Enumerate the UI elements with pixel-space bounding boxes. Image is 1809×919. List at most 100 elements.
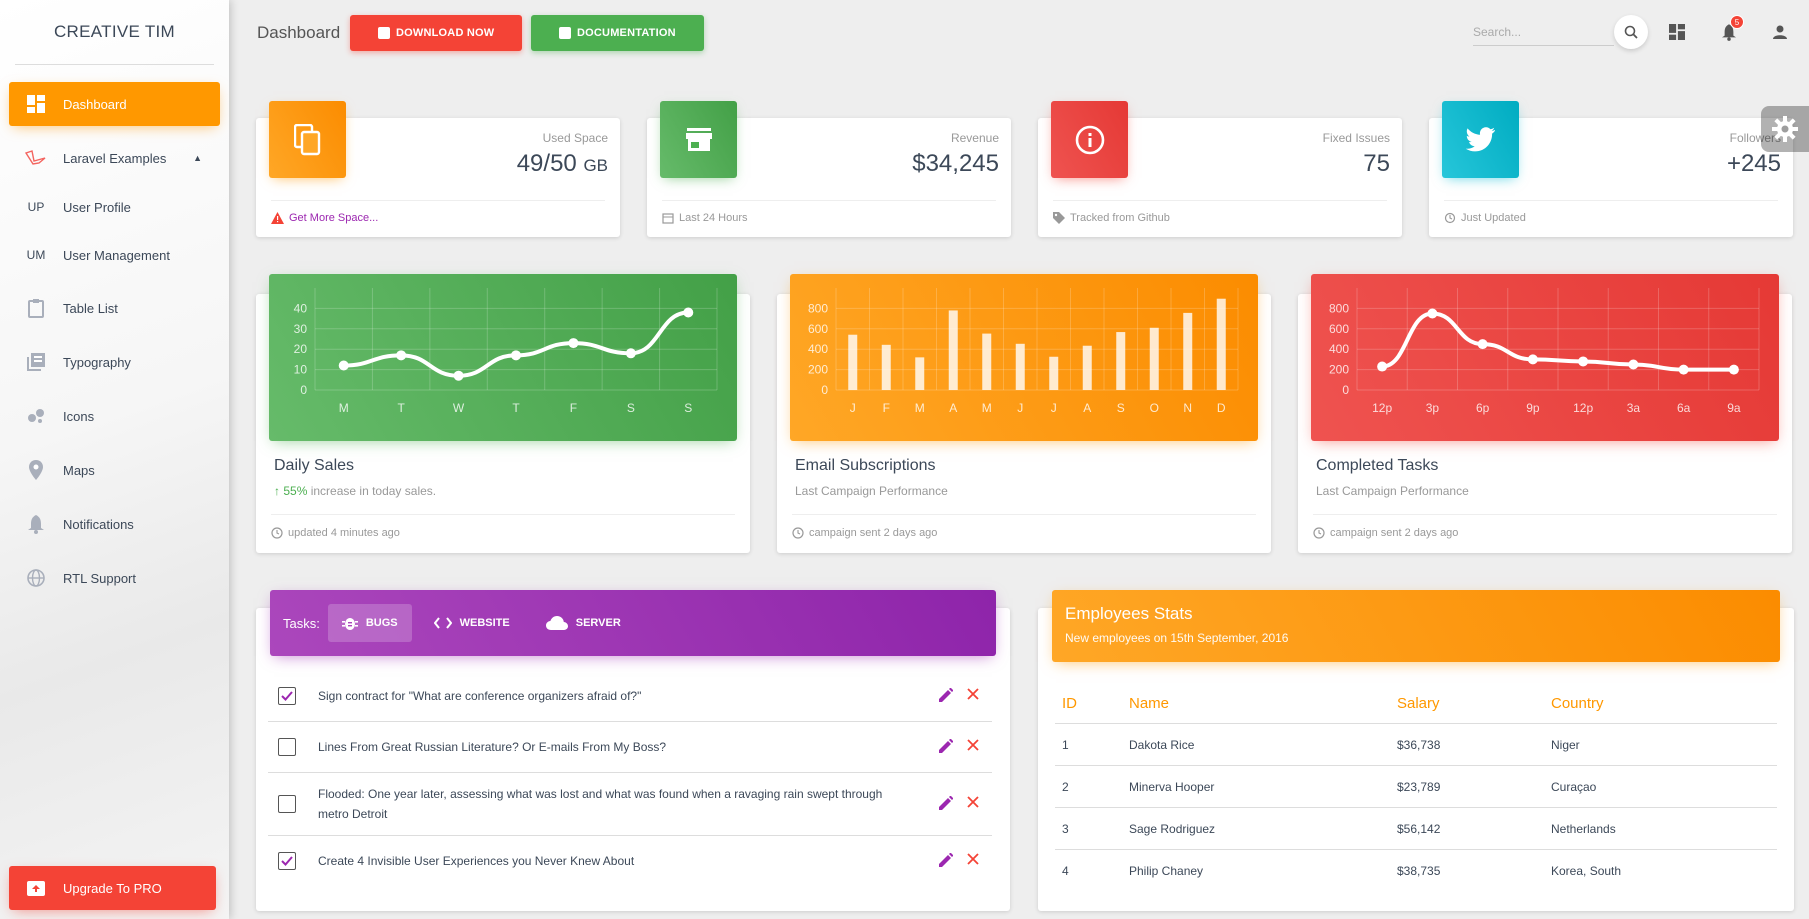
tab-server[interactable]: SERVER xyxy=(532,604,635,642)
edit-icon[interactable] xyxy=(939,852,954,870)
cell-name: Sage Rodriguez xyxy=(1129,821,1216,836)
date-range-icon xyxy=(662,213,674,224)
table-row: 2 Minerva Hooper $23,789 Curaçao xyxy=(1055,766,1777,808)
close-icon[interactable] xyxy=(967,795,979,813)
book-icon xyxy=(559,27,571,39)
y-tick-label: 0 xyxy=(300,383,307,397)
sidebar-item-user-management[interactable]: UM User Management xyxy=(9,238,220,272)
sidebar-item-notifications[interactable]: Notifications xyxy=(9,502,220,546)
tab-label: SERVER xyxy=(575,617,621,629)
sidebar-item-dashboard[interactable]: Dashboard xyxy=(9,82,220,126)
close-icon[interactable] xyxy=(967,687,979,705)
tab-website[interactable]: WEBSITE xyxy=(420,604,524,642)
tasks-header: Tasks: BUGS WEBSITE SERVER xyxy=(270,590,996,656)
dashboard-icon xyxy=(25,95,47,113)
task-text: Lines From Great Russian Literature? Or … xyxy=(318,740,667,754)
sidebar-item-laravel-examples[interactable]: Laravel Examples ▲ xyxy=(9,136,220,180)
y-tick-label: 400 xyxy=(1329,342,1349,356)
edit-icon[interactable] xyxy=(939,687,954,705)
dashboard-toggle-button[interactable] xyxy=(1666,21,1688,43)
task-checkbox-checked[interactable] xyxy=(278,852,296,870)
tab-label: BUGS xyxy=(365,617,398,629)
task-checkbox-unchecked[interactable] xyxy=(278,795,296,813)
close-icon[interactable] xyxy=(967,852,979,870)
documentation-label: DOCUMENTATION xyxy=(577,27,676,39)
data-point xyxy=(1377,361,1388,372)
stat-category: Used Space xyxy=(542,131,608,145)
data-point xyxy=(683,307,694,318)
cell-name: Dakota Rice xyxy=(1129,737,1195,752)
twitter-icon xyxy=(1442,101,1519,178)
y-tick-label: 400 xyxy=(808,342,828,356)
edit-icon[interactable] xyxy=(939,738,954,756)
x-tick-label: M xyxy=(982,401,992,415)
table-row: 1 Dakota Rice $36,738 Niger xyxy=(1055,724,1777,766)
tab-label: WEBSITE xyxy=(459,617,510,629)
employees-stats-card: Employees Stats New employees on 15th Se… xyxy=(1038,590,1794,911)
bar xyxy=(1049,356,1059,390)
clock-icon xyxy=(1313,527,1325,539)
task-text: Create 4 Invisible User Experiences you … xyxy=(318,854,635,868)
search-icon xyxy=(1624,25,1638,39)
sidebar-item-label: Table List xyxy=(63,300,118,316)
task-text: Sign contract for "What are conference o… xyxy=(318,689,642,703)
cell-salary: $38,735 xyxy=(1397,864,1441,878)
notifications-button[interactable]: 5 xyxy=(1718,15,1744,43)
upgrade-to-pro-button[interactable]: Upgrade To PRO xyxy=(9,866,216,910)
page-title[interactable]: Dashboard xyxy=(257,23,341,42)
chart-subtitle: Last Campaign Performance xyxy=(1316,484,1469,498)
x-tick-label: A xyxy=(1083,401,1091,415)
get-more-space-link[interactable]: Get More Space... xyxy=(289,212,379,224)
completed-tasks-line-chart: 0 200 400 600 800 12p 3p 6p 9p 12p 3a 6a 9a xyxy=(1329,288,1760,415)
series-line xyxy=(343,310,689,378)
documentation-button[interactable]: DOCUMENTATION xyxy=(531,15,704,51)
employees-subtitle: New employees on 15th September, 2016 xyxy=(1065,631,1289,645)
close-icon[interactable] xyxy=(967,738,979,756)
sidebar-item-rtl-support[interactable]: RTL Support xyxy=(9,556,220,600)
sidebar-item-maps[interactable]: Maps xyxy=(9,448,220,492)
sidebar-item-icons[interactable]: Icons xyxy=(9,394,220,438)
chart-card-daily-sales: 0 10 20 30 40 M T W T F S S Daily Sales ↑ 55% incre… xyxy=(256,274,750,553)
code-icon xyxy=(433,617,452,629)
stat-footer-text: Last 24 Hours xyxy=(679,212,748,224)
chart-footer: updated 4 minutes ago xyxy=(271,514,735,539)
stat-value: 49/50 GB xyxy=(516,150,608,177)
sidebar-item-user-profile[interactable]: UP User Profile xyxy=(9,190,220,224)
increase-percent: 55% xyxy=(283,484,308,498)
y-tick-label: 10 xyxy=(294,363,308,377)
download-label: DOWNLOAD NOW xyxy=(396,27,495,39)
user-menu-button[interactable] xyxy=(1769,21,1791,43)
download-now-button[interactable]: DOWNLOAD NOW xyxy=(350,15,523,51)
settings-fixed-plugin[interactable] xyxy=(1761,106,1809,152)
edit-icon[interactable] xyxy=(939,795,954,813)
bug-icon xyxy=(341,618,358,630)
bar xyxy=(1216,298,1226,390)
sidebar-logo[interactable]: CREATIVE TIM xyxy=(15,0,214,65)
sidebar-item-label: Typography xyxy=(63,354,131,370)
cell-country: Curaçao xyxy=(1551,779,1597,794)
stat-footer: Last 24 Hours xyxy=(662,200,996,224)
task-checkbox-unchecked[interactable] xyxy=(278,738,296,756)
task-actions xyxy=(939,852,979,870)
clock-icon xyxy=(271,527,283,539)
chart-footer-text: campaign sent 2 days ago xyxy=(809,527,938,539)
y-tick-label: 20 xyxy=(294,342,308,356)
x-tick-label: 12p xyxy=(1372,401,1392,415)
x-tick-label: A xyxy=(949,401,957,415)
daily-sales-line-chart: 0 10 20 30 40 M T W T F S S xyxy=(294,288,718,415)
sidebar-item-typography[interactable]: Typography xyxy=(9,340,220,384)
arrow-up-icon: ↑ xyxy=(274,484,284,498)
stat-footer[interactable]: Get More Space... xyxy=(271,200,605,224)
sidebar-item-label: Notifications xyxy=(63,516,134,532)
task-row: Flooded: One year later, assessing what … xyxy=(268,773,992,836)
data-point xyxy=(625,348,636,359)
task-checkbox-checked[interactable] xyxy=(278,687,296,705)
search-input[interactable]: Search... xyxy=(1473,20,1614,46)
chart-footer-text: updated 4 minutes ago xyxy=(288,527,400,539)
stat-card-followers: Followers +245 Just Updated xyxy=(1429,101,1793,237)
y-tick-label: 40 xyxy=(294,301,308,315)
unarchive-icon xyxy=(25,879,47,897)
tab-bugs[interactable]: BUGS xyxy=(327,604,412,642)
sidebar-item-table-list[interactable]: Table List xyxy=(9,286,220,330)
search-button[interactable] xyxy=(1614,15,1648,49)
